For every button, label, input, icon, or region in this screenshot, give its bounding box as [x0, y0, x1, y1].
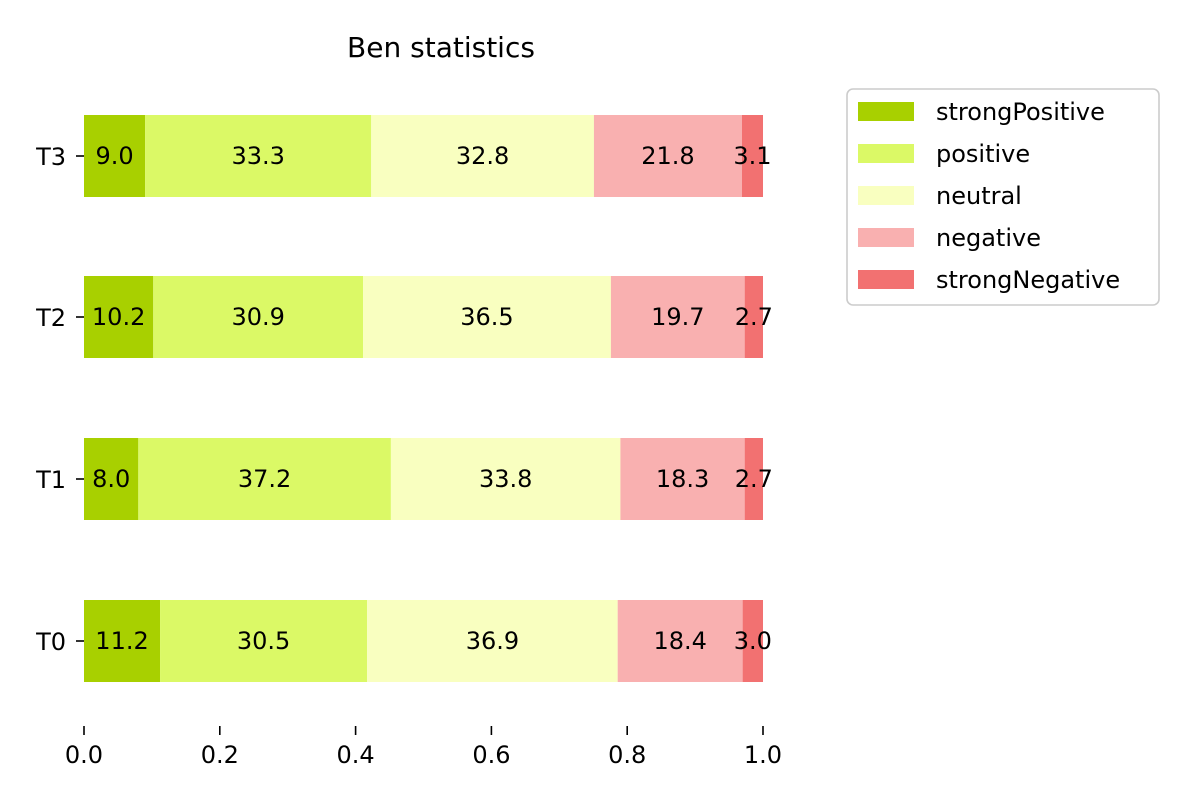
legend-swatch-strongPositive [858, 102, 914, 121]
legend-label-negative: negative [936, 224, 1041, 252]
chart-title: Ben statistics [347, 31, 535, 64]
data-label-negative-T2: 19.7 [651, 303, 704, 331]
y-tick-label-T3: T3 [35, 143, 66, 171]
bar-strongNegative-T2 [744, 276, 763, 358]
legend-swatch-strongNegative [858, 270, 914, 289]
data-label-strongPositive-T3: 9.0 [95, 142, 133, 170]
data-label-strongPositive-T2: 10.2 [92, 303, 145, 331]
bar-neutral-T2 [363, 276, 611, 358]
y-tick-label-T0: T0 [35, 628, 66, 656]
bar-neutral-T1 [390, 438, 621, 520]
data-label-strongNegative-T0: 3.0 [734, 627, 772, 655]
legend-label-strongPositive: strongPositive [936, 98, 1105, 126]
bar-strongPositive-T2 [84, 276, 154, 358]
data-label-strongNegative-T3: 3.1 [733, 142, 771, 170]
y-tick-label-T2: T2 [35, 304, 66, 332]
bar-positive-T3 [145, 115, 372, 197]
legend-label-positive: positive [936, 140, 1030, 168]
bar-strongNegative-T0 [742, 600, 763, 682]
bar-neutral-T0 [367, 600, 618, 682]
x-tick-label-0.2: 0.2 [201, 741, 239, 769]
x-axis: 0.0 0.2 0.4 0.6 0.8 1.0 [65, 726, 782, 769]
legend-frame [846, 88, 1160, 306]
bar-strongPositive-T3 [84, 115, 146, 197]
bar-neutral-T3 [371, 115, 594, 197]
legend-label-neutral: neutral [936, 182, 1022, 210]
data-label-strongPositive-T0: 11.2 [95, 627, 148, 655]
bar-strongPositive-T1 [84, 438, 139, 520]
data-label-neutral-T1: 33.8 [479, 465, 532, 493]
data-label-neutral-T2: 36.5 [460, 303, 513, 331]
data-label-negative-T1: 18.3 [656, 465, 709, 493]
x-tick-label-1.0: 1.0 [744, 741, 782, 769]
bar-negative-T0 [617, 600, 743, 682]
y-axis: T3 T2 T1 T0 [35, 143, 84, 656]
bar-strongPositive-T0 [84, 600, 161, 682]
bar-strongNegative-T3 [741, 115, 763, 197]
data-label-strongPositive-T1: 8.0 [92, 465, 130, 493]
legend-swatch-positive [858, 144, 914, 163]
x-tick-label-0.4: 0.4 [337, 741, 375, 769]
x-tick-label-0.8: 0.8 [608, 741, 646, 769]
data-label-neutral-T0: 36.9 [466, 627, 519, 655]
bar-strongNegative-T1 [744, 438, 763, 520]
bar-negative-T3 [593, 115, 742, 197]
data-label-positive-T2: 30.9 [231, 303, 284, 331]
bar-negative-T2 [610, 276, 745, 358]
bars-layer [84, 115, 763, 682]
bar-positive-T2 [153, 276, 364, 358]
bar-positive-T1 [138, 438, 391, 520]
data-label-strongNegative-T2: 2.7 [735, 303, 773, 331]
data-label-neutral-T3: 32.8 [456, 142, 509, 170]
data-label-negative-T0: 18.4 [653, 627, 706, 655]
legend-swatch-negative [858, 228, 914, 247]
bar-negative-T1 [620, 438, 745, 520]
data-label-strongNegative-T1: 2.7 [735, 465, 773, 493]
data-label-positive-T0: 30.5 [237, 627, 290, 655]
x-tick-label-0.6: 0.6 [472, 741, 510, 769]
legend-swatch-neutral [858, 186, 914, 205]
x-tick-label-0.0: 0.0 [65, 741, 103, 769]
data-label-positive-T1: 37.2 [238, 465, 291, 493]
legend-label-strongNegative: strongNegative [936, 266, 1120, 294]
bar-positive-T0 [160, 600, 368, 682]
legend: strongPositive positive neutral negative str… [846, 88, 1160, 306]
data-label-positive-T3: 33.3 [231, 142, 284, 170]
y-tick-label-T1: T1 [35, 466, 66, 494]
data-labels-layer: 9.0 33.3 32.8 21.8 3.1 10.2 30.9 36.5 19.7 2.7 8.0… [92, 142, 773, 655]
data-label-negative-T3: 21.8 [641, 142, 694, 170]
